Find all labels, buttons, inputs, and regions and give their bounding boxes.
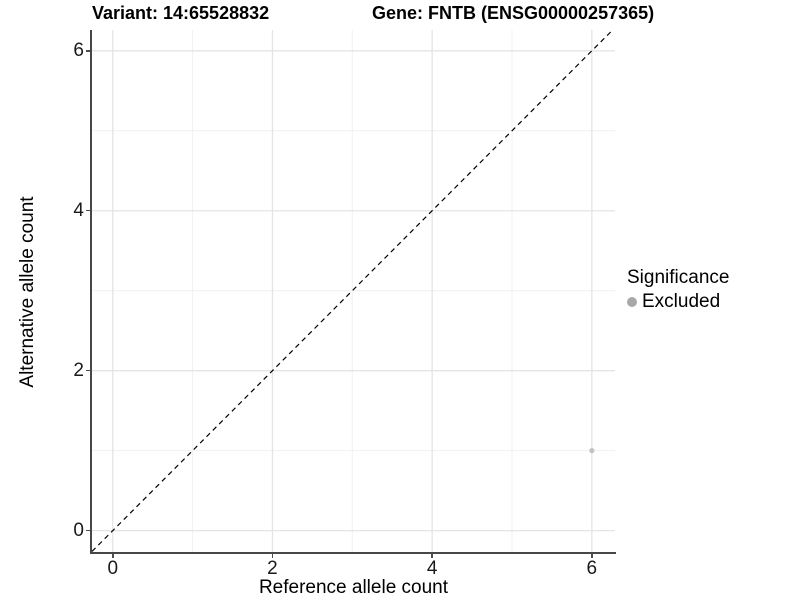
y-axis-title: Alternative allele count xyxy=(17,196,38,388)
y-tick-label: 4 xyxy=(73,199,84,221)
y-axis-line xyxy=(90,30,92,554)
data-point xyxy=(589,448,595,454)
y-tick-mark xyxy=(86,209,90,212)
plot-title-variant: Variant: 14:65528832 xyxy=(92,3,270,23)
y-tick-mark xyxy=(86,529,90,532)
x-tick-label: 4 xyxy=(426,558,438,579)
x-tick-label: 0 xyxy=(107,558,119,579)
plot-title-gene: Gene: FNTB (ENSG00000257365) xyxy=(372,3,655,23)
x-axis-line xyxy=(90,552,616,554)
y-tick-label: 0 xyxy=(73,519,84,541)
plot-canvas xyxy=(92,30,615,553)
legend-item-excluded: Excluded xyxy=(627,291,729,313)
y-tick-label: 2 xyxy=(73,359,84,381)
plot-panel xyxy=(92,30,615,553)
legend: Significance Excluded xyxy=(627,267,729,313)
x-tick-label: 2 xyxy=(267,558,278,579)
legend-title: Significance xyxy=(627,267,730,288)
y-tick-label: 6 xyxy=(73,39,84,61)
x-tick-mark xyxy=(431,554,433,558)
x-tick-label: 6 xyxy=(586,558,598,579)
x-axis-title: Reference allele count xyxy=(258,577,449,598)
identity-reference-line xyxy=(92,30,614,552)
x-tick-mark xyxy=(112,554,114,558)
legend-item-label: Excluded xyxy=(642,291,721,312)
y-tick-mark xyxy=(86,50,90,52)
x-tick-mark xyxy=(271,554,274,558)
x-tick-mark xyxy=(591,554,593,558)
legend-key-dot-icon xyxy=(627,297,637,307)
y-tick-mark xyxy=(86,369,90,372)
